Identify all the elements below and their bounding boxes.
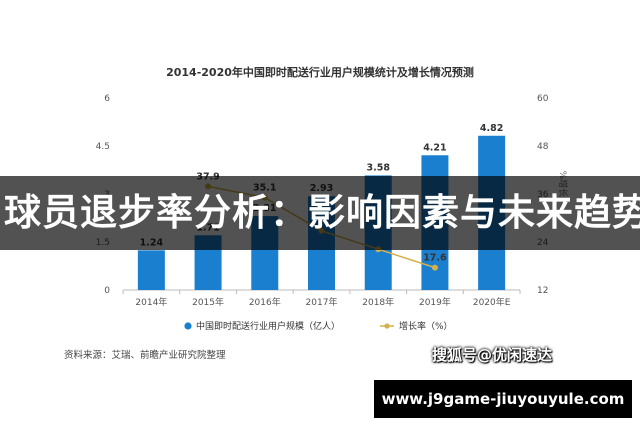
legend: 中国即时配送行业用户规模（亿人） 增长率（%） (184, 320, 453, 332)
legend-bar-swatch (184, 322, 192, 330)
x-tick-label: 2014年 (135, 296, 167, 308)
x-tick-label: 2019年 (419, 296, 451, 308)
title-banner: 球员退步率分析：影响因素与未来趋势 (0, 176, 640, 250)
site-url: www.j9game-jiuyouyule.com (381, 390, 625, 408)
y-left-tick-label: 4.5 (96, 142, 110, 152)
y-left-tick-label: 6 (104, 94, 110, 104)
bar (137, 250, 165, 290)
x-tick-label: 2015年 (192, 296, 224, 308)
legend-line-marker (384, 323, 390, 329)
x-tick-label: 2017年 (306, 296, 338, 308)
bar-value-label: 4.82 (480, 123, 503, 134)
y-right-tick-label: 12 (537, 286, 548, 296)
chart-title: 2014-2020年中国即时配送行业用户规模统计及增长情况预测 (166, 65, 474, 79)
legend-line-label: 增长率（%） (399, 320, 453, 332)
bar-value-label: 4.21 (423, 142, 446, 153)
line-value-label: 17.6 (423, 253, 447, 264)
y-right-tick-label: 48 (537, 142, 549, 152)
banner-title: 球员退步率分析：影响因素与未来趋势 (4, 191, 640, 234)
y-right-tick-label: 60 (537, 94, 549, 104)
x-tick-label: 2020年E (473, 296, 511, 308)
sohu-watermark: 搜狐号@优闲速达 (432, 346, 553, 364)
x-tick-label: 2018年 (362, 296, 394, 308)
bar-value-label: 3.58 (366, 162, 390, 173)
chart-source: 资料来源：艾瑞、前瞻产业研究院整理 (64, 349, 226, 361)
y-left-tick-label: 0 (104, 286, 110, 296)
site-url-box: www.j9game-jiuyouyule.com (374, 380, 632, 418)
legend-bar-label: 中国即时配送行业用户规模（亿人） (196, 320, 340, 332)
line-point (431, 264, 438, 271)
x-tick-label: 2016年 (249, 296, 281, 308)
